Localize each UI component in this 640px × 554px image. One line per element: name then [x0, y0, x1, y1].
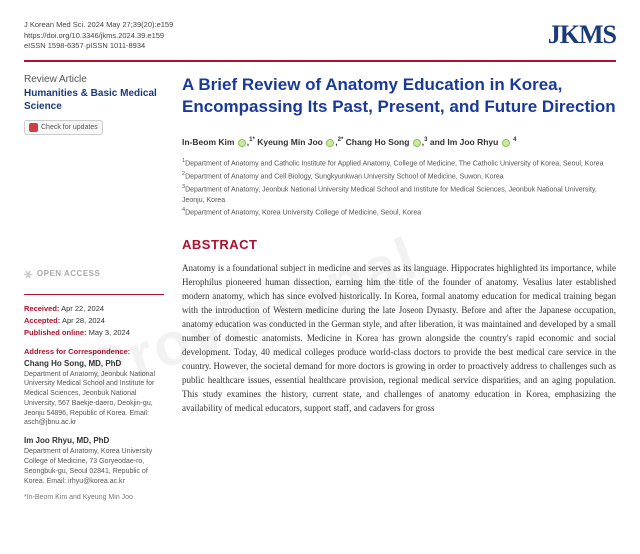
received-label: Received:: [24, 304, 59, 313]
journal-logo: JKMS: [548, 20, 616, 50]
article-title: A Brief Review of Anatomy Education in K…: [182, 74, 616, 120]
journal-meta: J Korean Med Sci. 2024 May 27;39(20):e15…: [24, 20, 173, 52]
crossmark-icon: [29, 123, 38, 132]
affiliation-2: Department of Anatomy and Cell Biology, …: [185, 174, 504, 181]
author-1: In-Beom Kim: [182, 137, 234, 147]
corr-author-1-address: Department of Anatomy, Jeonbuk National …: [24, 370, 164, 429]
accepted-label: Accepted:: [24, 316, 60, 325]
check-updates-label: Check for updates: [41, 124, 98, 131]
lock-open-icon: ⚹: [24, 265, 33, 282]
citation-line: J Korean Med Sci. 2024 May 27;39(20):e15…: [24, 20, 173, 31]
check-updates-button[interactable]: Check for updates: [24, 120, 103, 135]
accepted-date: Apr 28, 2024: [62, 316, 105, 325]
sidebar-divider: [24, 294, 164, 295]
corr-author-2-name: Im Joo Rhyu, MD, PhD: [24, 436, 164, 445]
orcid-icon[interactable]: [413, 139, 421, 147]
received-date: Apr 22, 2024: [61, 304, 104, 313]
orcid-icon[interactable]: [238, 139, 246, 147]
doi-line: https://doi.org/10.3346/jkms.2024.39.e15…: [24, 31, 173, 42]
correspondence-heading: Address for Correspondence:: [24, 347, 164, 356]
orcid-icon[interactable]: [502, 139, 510, 147]
date-block: Received: Apr 22, 2024 Accepted: Apr 28,…: [24, 303, 164, 339]
published-label: Published online:: [24, 328, 87, 337]
author-2: Kyeung Min Joo: [257, 137, 323, 147]
abstract-heading: ABSTRACT: [182, 237, 616, 252]
affiliation-4: Department of Anatomy, Korea University …: [185, 210, 421, 217]
author-4: Im Joo Rhyu: [447, 137, 498, 147]
corr-author-2-address: Department of Anatomy, Korea University …: [24, 447, 164, 486]
article-type: Review Article: [24, 74, 164, 85]
abstract-body: Anatomy is a foundational subject in med…: [182, 262, 616, 415]
issn-line: eISSN 1598-6357·pISSN 1011-8934: [24, 41, 173, 52]
corr-author-1-name: Chang Ho Song, MD, PhD: [24, 359, 164, 368]
affiliation-3: Department of Anatomy, Jeonbuk National …: [182, 186, 597, 204]
orcid-icon[interactable]: [326, 139, 334, 147]
author-list: In-Beom Kim ,1* Kyeung Min Joo ,2* Chang…: [182, 137, 616, 147]
author-footnote: *In-Beom Kim and Kyeung Min Joo: [24, 494, 164, 501]
affiliation-list: 1Department of Anatomy and Catholic Inst…: [182, 157, 616, 219]
article-category: Humanities & Basic Medical Science: [24, 87, 164, 113]
open-access-badge: ⚹ OPEN ACCESS: [24, 265, 164, 282]
affiliation-1: Department of Anatomy and Catholic Insti…: [185, 161, 603, 168]
open-access-label: OPEN ACCESS: [37, 269, 100, 278]
author-3: Chang Ho Song: [346, 137, 410, 147]
published-date: May 3, 2024: [89, 328, 130, 337]
